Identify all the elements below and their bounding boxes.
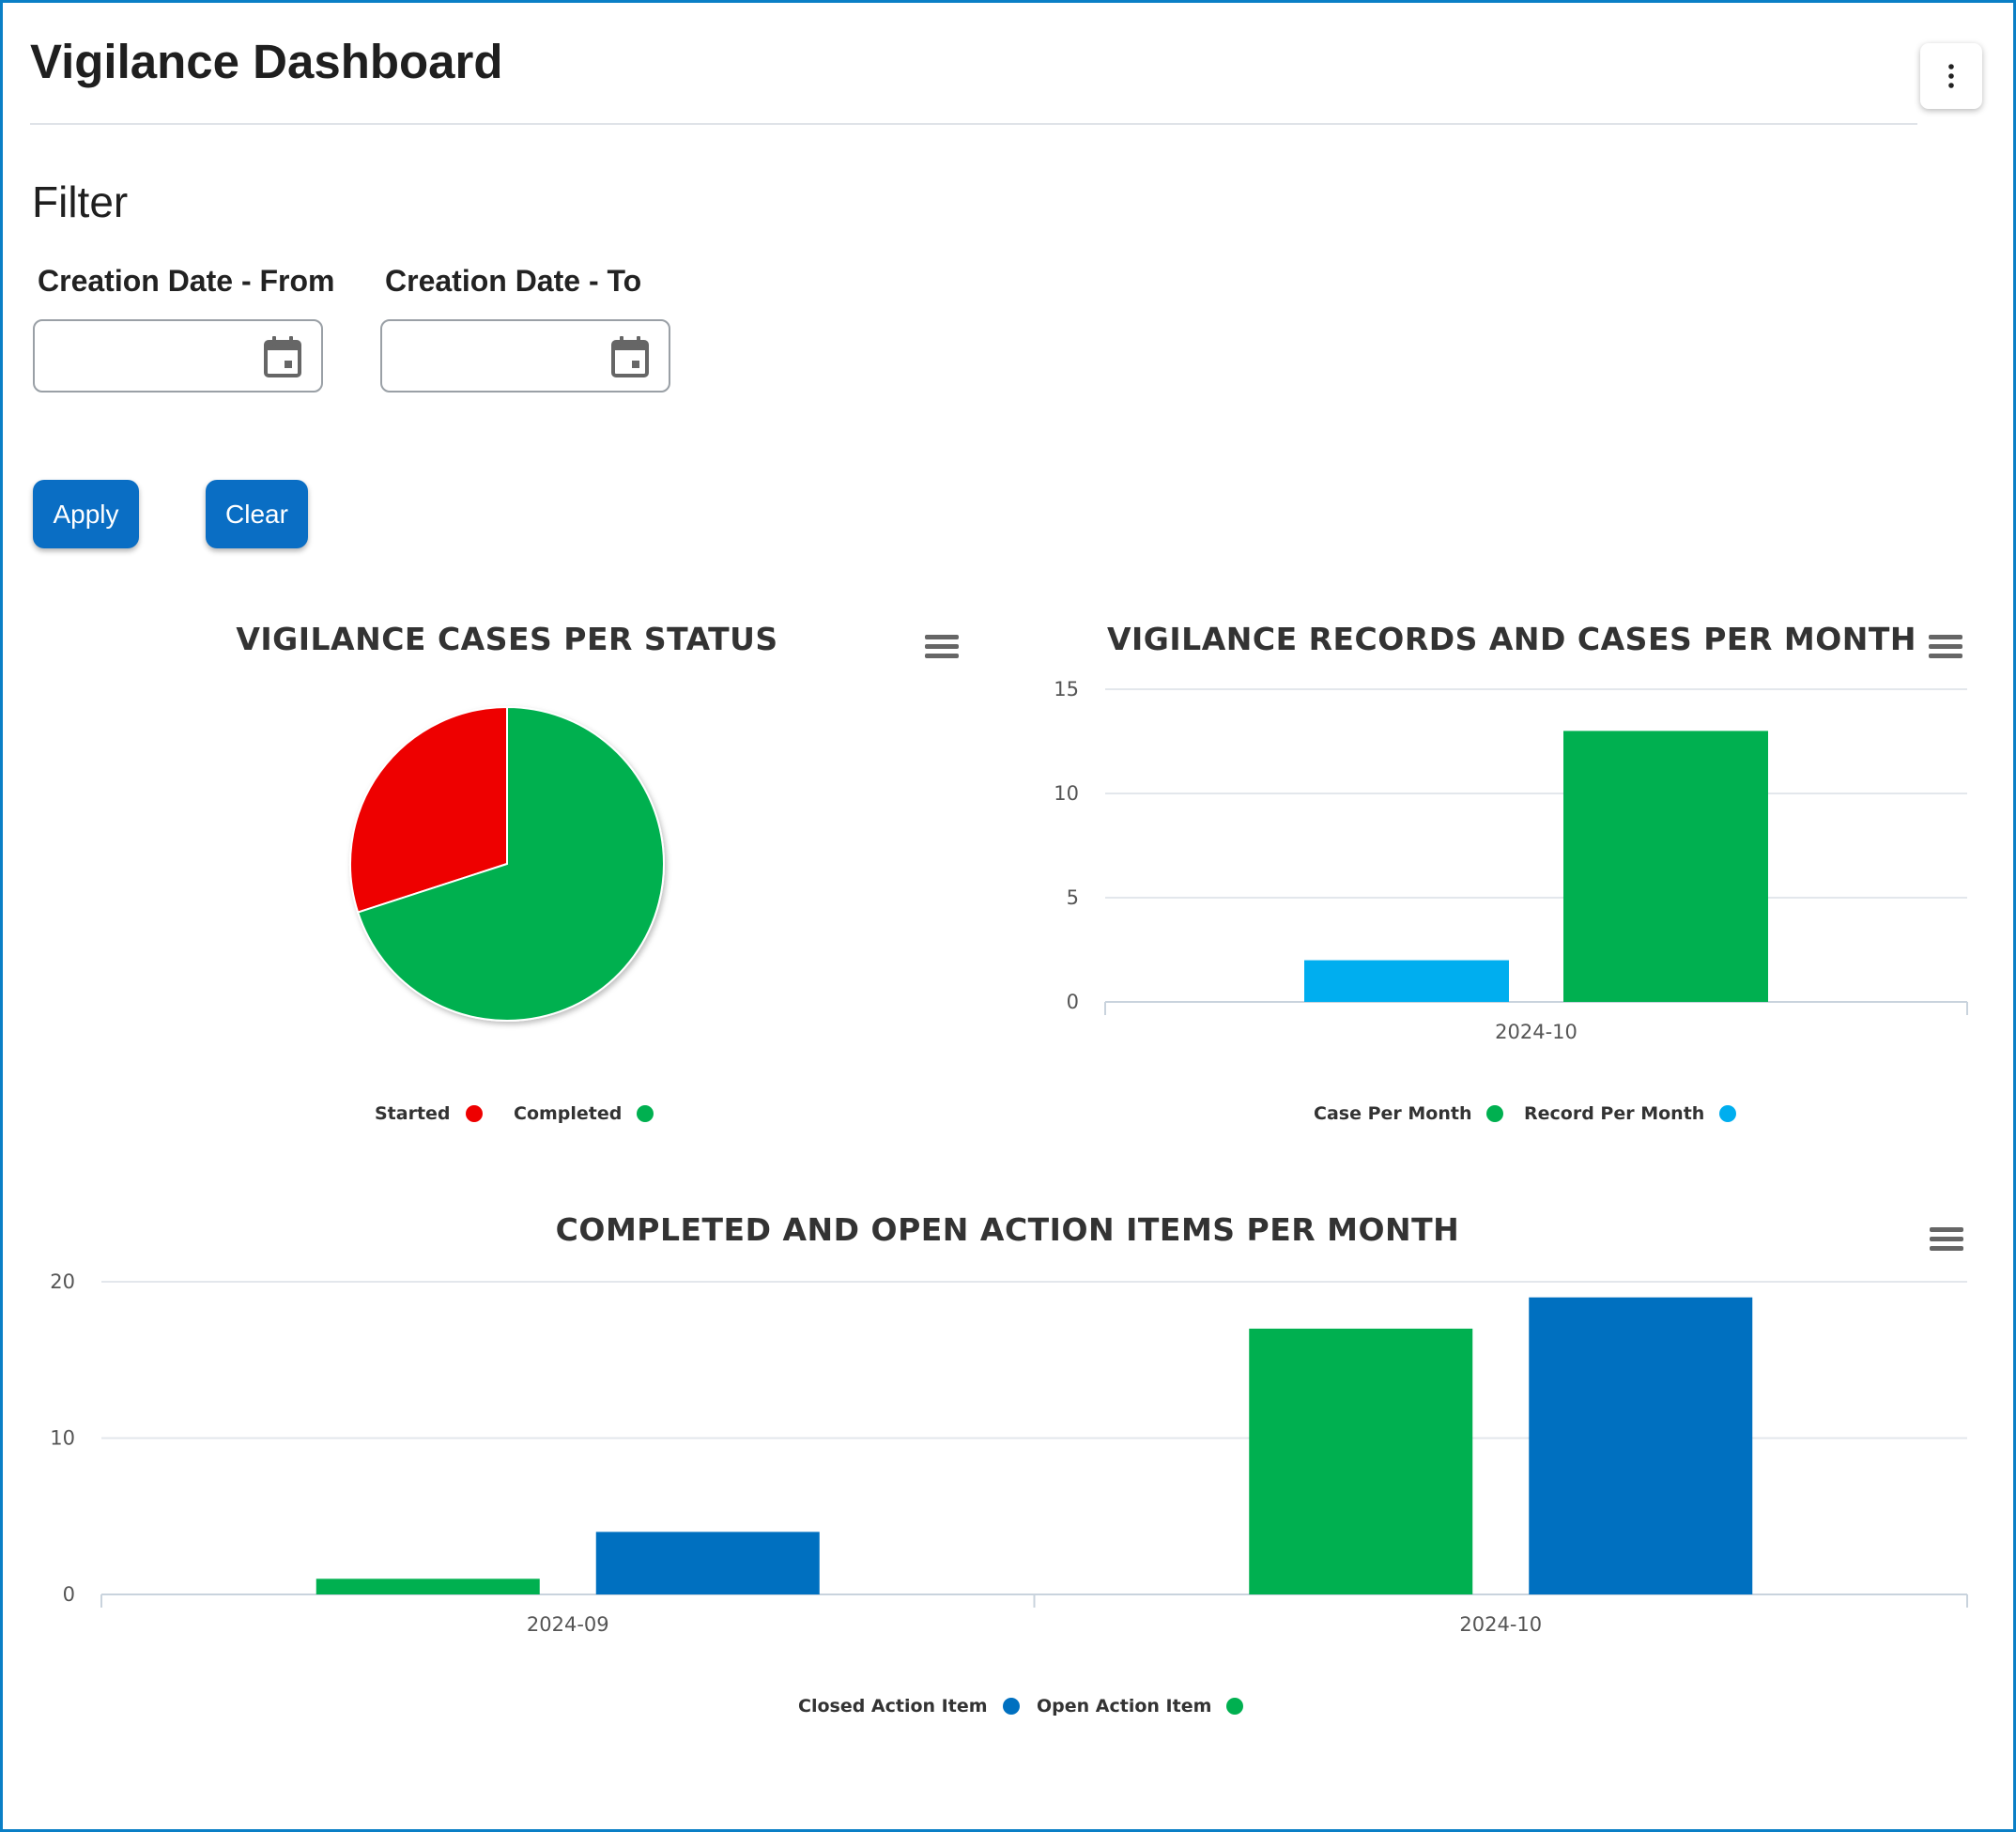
hamburger-menu-icon[interactable]: [925, 635, 959, 663]
legend-label-started: Started: [375, 1103, 451, 1124]
title-divider: [30, 123, 1917, 125]
y-tick-label: 10: [50, 1427, 75, 1450]
cases-per-status-pie-chart: [349, 705, 665, 1022]
pie-slice-completed[interactable]: [356, 705, 665, 1022]
legend-item-closed-action-item[interactable]: Closed Action Item: [798, 1696, 1020, 1717]
y-tick-label: 0: [1067, 991, 1079, 1013]
pie-slice-started[interactable]: [349, 705, 508, 914]
hamburger-menu-icon[interactable]: [1929, 635, 1962, 663]
bar-open-action-item-2024-10[interactable]: [1249, 1328, 1473, 1594]
y-tick-label: 15: [1054, 678, 1079, 700]
bar-case-per-month-2024-10[interactable]: [1563, 731, 1768, 1002]
vertical-ellipsis-icon: [1948, 64, 1954, 88]
hamburger-menu-icon[interactable]: [1930, 1227, 1963, 1255]
legend-dot-started: [465, 1105, 483, 1122]
y-tick-label: 20: [50, 1270, 75, 1293]
y-tick-label: 5: [1067, 886, 1079, 909]
creation-date-to-input[interactable]: [392, 331, 611, 385]
records-cases-per-month-bar-chart: 0 5 10 15 2024-10: [1054, 678, 1968, 1043]
legend-label-closed-action-item: Closed Action Item: [798, 1696, 988, 1717]
apply-button[interactable]: Apply: [33, 480, 139, 548]
bar-record-per-month-2024-10[interactable]: [1304, 960, 1509, 1002]
legend-dot-record-per-month: [1719, 1105, 1737, 1122]
calendar-icon[interactable]: [610, 335, 650, 378]
bar-closed-action-item-2024-09[interactable]: [595, 1532, 820, 1594]
x-tick-label: 2024-09: [527, 1613, 609, 1636]
legend-label-completed: Completed: [514, 1103, 623, 1124]
legend-item-case-per-month[interactable]: Case Per Month: [1314, 1103, 1504, 1124]
legend-label-case-per-month: Case Per Month: [1314, 1103, 1472, 1124]
legend-item-open-action-item[interactable]: Open Action Item: [1037, 1696, 1244, 1717]
bar-open-action-item-2024-09[interactable]: [315, 1578, 540, 1594]
legend-item-completed[interactable]: Completed: [514, 1103, 654, 1124]
legend-dot-case-per-month: [1486, 1105, 1504, 1122]
page-title: Vigilance Dashboard: [30, 35, 503, 88]
filter-heading: Filter: [32, 177, 129, 226]
legend-dot-closed-action-item: [1002, 1698, 1020, 1715]
legend-dot-completed: [637, 1105, 654, 1122]
cases-per-status-title: VIGILANCE CASES PER STATUS: [236, 621, 778, 657]
page-options-button[interactable]: [1920, 43, 1982, 109]
creation-date-from-input[interactable]: [44, 331, 264, 385]
creation-date-to-field[interactable]: [380, 319, 670, 393]
calendar-icon[interactable]: [263, 335, 302, 378]
legend-label-open-action-item: Open Action Item: [1037, 1696, 1212, 1717]
x-tick-label: 2024-10: [1459, 1613, 1542, 1636]
bar-closed-action-item-2024-10[interactable]: [1529, 1297, 1753, 1594]
legend-item-started[interactable]: Started: [375, 1103, 483, 1124]
creation-date-from-field[interactable]: [33, 319, 323, 393]
creation-date-from-label: Creation Date - From: [38, 264, 335, 298]
legend-label-record-per-month: Record Per Month: [1524, 1103, 1705, 1124]
creation-date-to-label: Creation Date - To: [385, 264, 642, 298]
legend-dot-open-action-item: [1226, 1698, 1244, 1715]
action-items-per-month-title: COMPLETED AND OPEN ACTION ITEMS PER MONT…: [555, 1211, 1460, 1248]
records-cases-per-month-title: VIGILANCE RECORDS AND CASES PER MONTH: [1106, 621, 1917, 657]
legend-item-record-per-month[interactable]: Record Per Month: [1524, 1103, 1737, 1124]
y-tick-label: 0: [63, 1583, 75, 1606]
y-tick-label: 10: [1054, 782, 1079, 805]
clear-button[interactable]: Clear: [206, 480, 308, 548]
action-items-per-month-bar-chart: 0 10 20 2024-09 2024-10: [50, 1270, 1968, 1636]
x-tick-label: 2024-10: [1495, 1021, 1577, 1043]
